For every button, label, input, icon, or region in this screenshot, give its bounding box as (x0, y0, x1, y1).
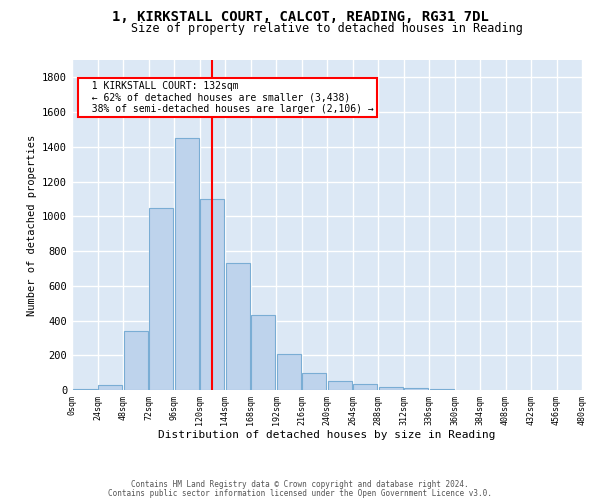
Bar (353, 384, 377, 390)
Bar (73, 389, 97, 390)
Bar (277, 354, 301, 390)
Bar (98, 385, 122, 390)
Bar (251, 316, 275, 390)
Text: Contains HM Land Registry data © Crown copyright and database right 2024.: Contains HM Land Registry data © Crown c… (131, 480, 469, 489)
Bar (149, 208, 173, 390)
Bar (200, 199, 224, 390)
Bar (302, 372, 326, 390)
Text: 1, KIRKSTALL COURT, CALCOT, READING, RG31 7DL: 1, KIRKSTALL COURT, CALCOT, READING, RG3… (112, 10, 488, 24)
X-axis label: Distribution of detached houses by size in Reading: Distribution of detached houses by size … (158, 430, 496, 440)
Y-axis label: Number of detached properties: Number of detached properties (26, 134, 37, 316)
Title: Size of property relative to detached houses in Reading: Size of property relative to detached ho… (131, 22, 523, 35)
Bar (379, 386, 403, 390)
Text: Contains public sector information licensed under the Open Government Licence v3: Contains public sector information licen… (108, 489, 492, 498)
Bar (328, 382, 352, 390)
Text: 1 KIRKSTALL COURT: 132sqm
  ← 62% of detached houses are smaller (3,438)
  38% o: 1 KIRKSTALL COURT: 132sqm ← 62% of detac… (80, 81, 374, 114)
Bar (175, 138, 199, 390)
Bar (430, 389, 454, 390)
Bar (226, 263, 250, 390)
Bar (124, 331, 148, 390)
Bar (404, 388, 428, 390)
